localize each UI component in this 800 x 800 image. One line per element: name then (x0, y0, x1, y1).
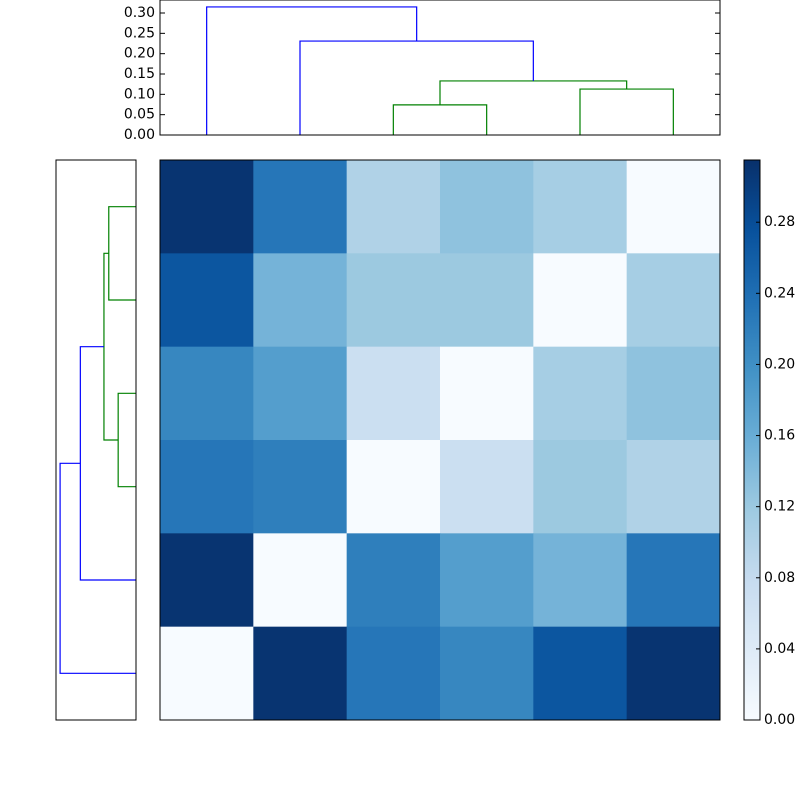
heatmap-cell (253, 440, 348, 534)
heatmap-cell (626, 533, 721, 628)
y-tick-label: 0.05 (124, 107, 155, 123)
dendrogram-link (299, 40, 534, 135)
heatmap-cell (346, 440, 441, 534)
heatmap-cell (626, 440, 721, 534)
heatmap-cell (160, 160, 254, 254)
heatmap-cell (440, 626, 534, 721)
colorbar-tick-label: 0.28 (764, 214, 795, 230)
y-tick-label: 0.00 (124, 127, 155, 143)
heatmap-cell (160, 253, 254, 348)
y-tick-label: 0.20 (124, 46, 155, 62)
heatmap-cell (533, 533, 628, 628)
dendrogram-link (392, 104, 488, 135)
colorbar-tick-label: 0.16 (764, 428, 795, 444)
dendrogram-link (206, 6, 418, 135)
dendrogram-link (103, 252, 119, 441)
heatmap-frame (159, 159, 721, 721)
colorbar-tick-label: 0.12 (764, 499, 795, 515)
heatmap-cell (440, 160, 534, 254)
heatmap-cell (533, 253, 628, 348)
dendrogram-link (439, 80, 628, 105)
dendrogram-frame (55, 159, 137, 721)
heatmap-cell (160, 346, 254, 441)
heatmap-cell (346, 253, 441, 348)
colorbar-tick-label: 0.00 (764, 712, 795, 728)
y-tick-label: 0.25 (124, 25, 155, 41)
heatmap-cell (533, 626, 628, 721)
heatmap-cell (253, 253, 348, 348)
heatmap-cell (440, 253, 534, 348)
heatmap-cell (253, 626, 348, 721)
y-tick-label: 0.15 (124, 66, 155, 82)
colorbar-tick-label: 0.20 (764, 356, 795, 372)
heatmap-cell (253, 346, 348, 441)
y-tick-label: 0.10 (124, 86, 155, 102)
heatmap-cell (346, 533, 441, 628)
dendrogram-link (579, 88, 674, 135)
heatmap-cell (533, 160, 628, 254)
heatmap-cell (253, 533, 348, 628)
dendrogram-frame (159, 0, 721, 136)
y-tick-label: 0.30 (124, 5, 155, 21)
colorbar-tick-label: 0.04 (764, 641, 795, 657)
colorbar-tick-label: 0.08 (764, 570, 795, 586)
colorbar-tick-label: 0.24 (764, 285, 795, 301)
dendrogram-link (108, 206, 136, 301)
heatmap-cell (533, 346, 628, 441)
heatmap-cell (346, 626, 441, 721)
heatmap-cell (160, 626, 254, 721)
heatmap-cell (626, 626, 721, 721)
heatmap-cell (533, 440, 628, 534)
heatmap-cell (253, 160, 348, 254)
heatmap-cell (626, 346, 721, 441)
heatmap-cell (346, 160, 441, 254)
heatmap-cell (440, 346, 534, 441)
heatmap-cell (440, 440, 534, 534)
heatmap-cell (626, 253, 721, 348)
heatmap-cell (346, 346, 441, 441)
heatmap-cell (160, 440, 254, 534)
heatmap-cell (160, 533, 254, 628)
colorbar (743, 159, 761, 721)
dendrogram-link (79, 346, 136, 581)
heatmap-cell (626, 160, 721, 254)
dendrogram-link (59, 462, 136, 674)
heatmap-cell (440, 533, 534, 628)
dendrogram-link (117, 392, 136, 488)
